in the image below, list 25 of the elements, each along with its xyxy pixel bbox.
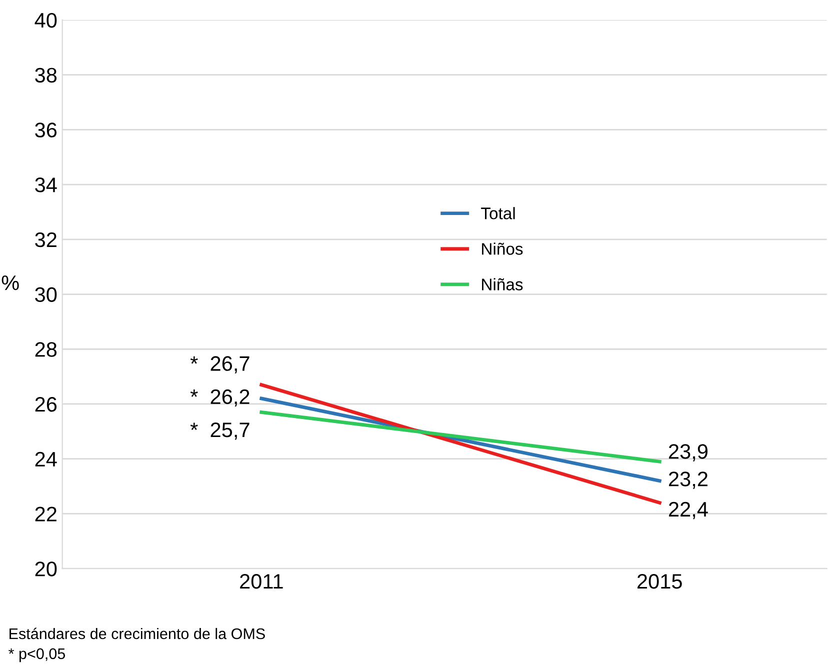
legend-label: Total (481, 207, 515, 220)
y-tick-label: 38 (35, 68, 57, 83)
x-tick-label: 2011 (240, 574, 283, 589)
data-label: 22,4 (668, 502, 708, 520)
data-label: * 26,7 (190, 356, 250, 374)
y-tick-label: 32 (35, 232, 56, 248)
data-label: * 26,2 (190, 389, 250, 407)
data-label: * 25,7 (190, 422, 250, 440)
data-label: 23,9 (668, 444, 708, 462)
y-tick-label: 34 (35, 178, 57, 192)
y-tick-label: 20 (35, 562, 57, 576)
y-tick-label: 28 (35, 342, 57, 357)
y-tick-label: 24 (35, 452, 57, 466)
y-tick-label: 40 (34, 12, 57, 28)
y-tick-label: 22 (35, 506, 56, 522)
y-tick-label: 30 (35, 287, 57, 302)
text: * p<0,05 (8, 648, 66, 662)
data-label: 23,2 (668, 472, 708, 489)
y-tick-label: 36 (35, 122, 57, 138)
text: Estándares de crecimiento de la OMS (10, 628, 265, 640)
legend-label: Niños (482, 242, 523, 255)
y-axis-title: % (2, 275, 19, 290)
y-tick-label: 26 (35, 396, 57, 412)
x-tick-label: 2015 (637, 574, 682, 589)
legend-label: Niñas (482, 278, 523, 290)
